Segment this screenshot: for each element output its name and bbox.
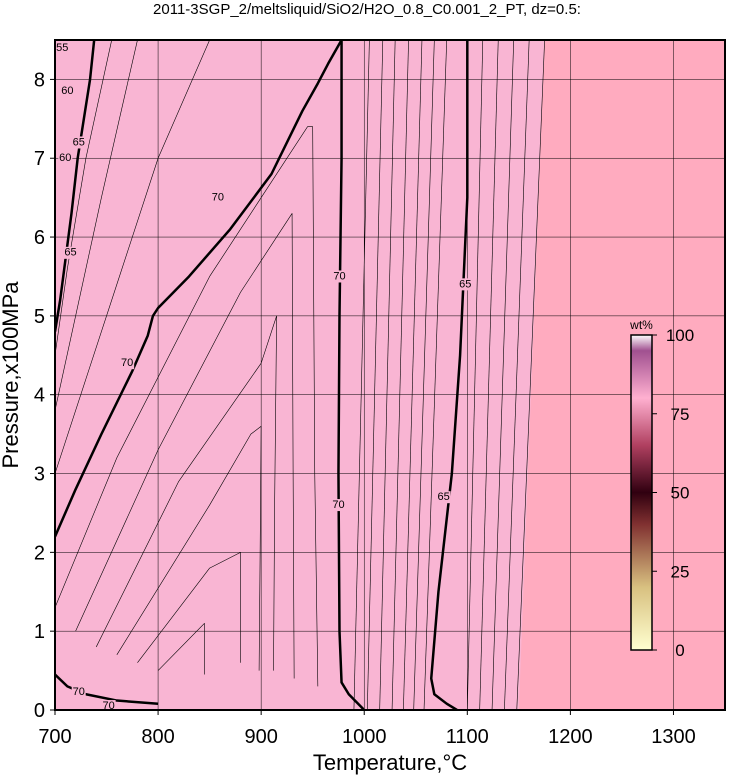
contour-major	[55, 673, 159, 705]
contour-minor	[353, 40, 370, 710]
x-axis-label: Temperature,°C	[313, 750, 467, 775]
field-region	[55, 40, 545, 710]
contour-minor	[504, 40, 530, 710]
contour-label-bg	[63, 246, 78, 259]
contour-minor	[157, 622, 205, 675]
contour-label: 65	[437, 491, 449, 503]
colorbar-tick-label: 0	[675, 641, 684, 660]
colorbar-tick-label: 25	[671, 562, 690, 581]
contour-minor	[55, 126, 319, 687]
contour-minor	[55, 40, 210, 474]
x-tick-label: 1300	[651, 726, 696, 748]
x-tick-label: 1200	[548, 726, 593, 748]
contour-label-bg	[71, 685, 86, 698]
contour-label-bg	[60, 85, 75, 98]
contour-major	[429, 40, 469, 710]
y-tick-label: 1	[34, 621, 45, 643]
contour-label-bg	[458, 278, 473, 291]
contour-minor	[55, 40, 112, 356]
contour-minor	[467, 40, 484, 710]
contour-label-bg	[55, 41, 70, 54]
contour-minor	[116, 425, 262, 671]
contour-label: 65	[73, 136, 85, 148]
contour-label-bg	[120, 357, 135, 370]
y-tick-label: 7	[34, 148, 45, 170]
y-tick-label: 6	[34, 227, 45, 249]
y-tick-label: 4	[34, 385, 45, 407]
contour-minor	[516, 40, 545, 710]
contour-major	[337, 40, 366, 710]
contour-label: 70	[212, 192, 224, 204]
y-axis-label: Pressure,x100MPa	[0, 281, 23, 469]
contour-minor	[413, 40, 435, 710]
colorbar-tick-label: 75	[671, 405, 690, 424]
contour-label: 60	[59, 152, 71, 164]
contour-label-bg	[58, 152, 73, 165]
y-tick-label: 8	[34, 69, 45, 91]
contour-label-bg	[331, 499, 346, 512]
y-tick-label: 0	[34, 700, 45, 722]
contour-minor	[95, 315, 277, 671]
y-tick-label: 5	[34, 306, 45, 328]
contour-minor	[391, 40, 409, 710]
x-tick-label: 1100	[446, 726, 489, 748]
contour-minor	[137, 552, 241, 663]
contour-label: 65	[64, 247, 76, 259]
contour-minor	[491, 40, 514, 710]
contour-minor	[403, 40, 423, 710]
contour-minor	[367, 40, 384, 710]
contour-label: 70	[121, 357, 133, 369]
plot-frame	[54, 39, 726, 711]
contour-label: 60	[61, 85, 73, 97]
contour-major	[55, 40, 96, 332]
contour-label-bg	[210, 191, 225, 204]
contour-label: 70	[332, 499, 344, 511]
contour-label: 70	[102, 700, 114, 712]
x-tick-label: 900	[244, 726, 277, 748]
contour-label: 65	[459, 278, 471, 290]
contour-minor	[379, 40, 396, 710]
contour-label: 55	[56, 42, 68, 54]
contour-label: 70	[333, 270, 345, 282]
y-tick-label: 3	[34, 464, 45, 486]
x-tick-label: 1000	[342, 726, 387, 748]
x-tick-label: 700	[38, 726, 71, 748]
x-tick-label: 800	[141, 726, 174, 748]
contour-minor	[423, 40, 447, 710]
y-tick-label: 2	[34, 542, 45, 564]
colorbar-tick-label: 100	[666, 326, 694, 345]
contour-label: 70	[73, 686, 85, 698]
contour-minor	[75, 213, 295, 679]
contour-minor	[55, 40, 138, 411]
contour-label-bg	[436, 491, 451, 504]
contour-label-bg	[71, 136, 86, 149]
contour-label-bg	[332, 270, 347, 283]
contour-major	[55, 40, 343, 538]
contour-label-bg	[101, 700, 116, 710]
chart-title: 2011-3SGP_2/meltsliquid/SiO2/H2O_0.8_C0.…	[153, 1, 581, 18]
contour-minor	[479, 40, 499, 710]
colorbar-tick-label: 50	[671, 484, 690, 503]
colorbar-label: wt%	[629, 318, 653, 332]
colorbar	[630, 334, 653, 651]
